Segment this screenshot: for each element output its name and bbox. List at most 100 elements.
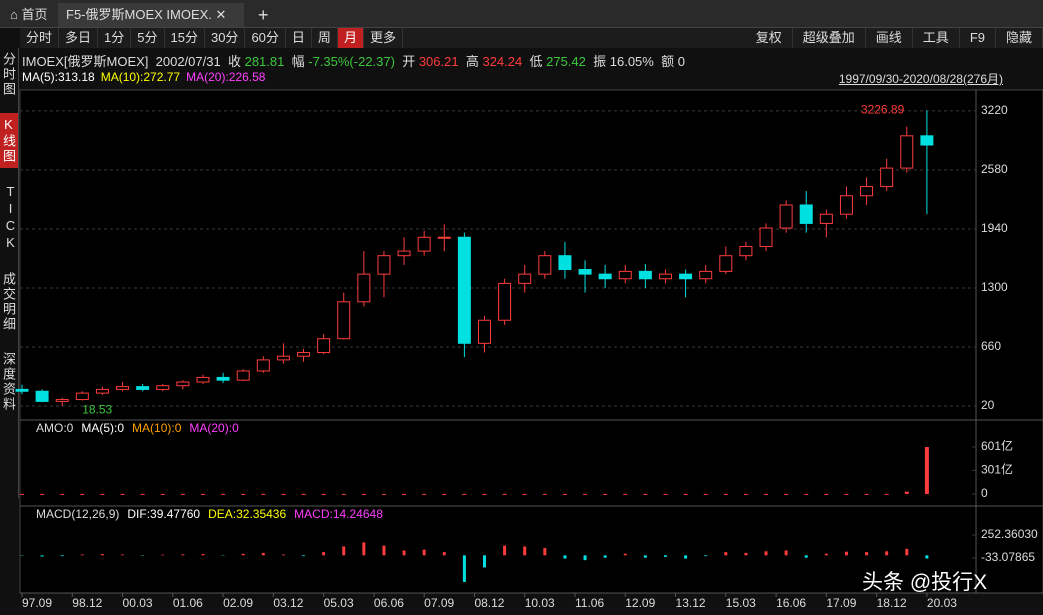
volume-bar [20,494,24,495]
volume-bar [684,494,688,495]
macd-bar [342,546,345,555]
volume-bar [141,494,145,495]
x-tick-label: 16.06 [776,596,806,610]
candle-body [137,387,149,390]
legend-item: MACD:14.24648 [294,507,383,521]
candle-body [619,271,631,278]
candle-body [559,256,571,270]
volume-bar [824,494,828,495]
volume-bar [442,494,446,495]
y-tick-label: 2580 [981,162,1008,176]
macd-bar [805,555,808,557]
macd-bar [905,549,908,555]
macd-bar [41,555,44,556]
macd-bar [282,555,285,556]
candle-body [117,387,129,390]
volume-bar [60,494,64,495]
macd-bar [403,550,406,555]
volume-bar [704,494,708,495]
macd-bar [724,552,727,555]
macd-bar [785,550,788,555]
y-tick-label: 20 [981,398,995,412]
macd-bar [423,550,426,556]
candle-body [740,246,752,255]
volume-bar [925,447,929,494]
candle-body [96,389,108,393]
x-tick-label: 18.12 [877,596,907,610]
candle-body [921,136,933,145]
candle-body [438,237,450,238]
volume-bar [181,494,185,495]
macd-bar [382,546,385,556]
macd-bar [81,555,84,556]
macd-bar [624,554,627,556]
candle-body [237,371,249,380]
candle-body [157,386,169,390]
macd-bar [845,552,848,556]
volume-bar [241,494,245,495]
candle-body [680,274,692,279]
candle-body [639,271,651,278]
volume-bar [281,494,285,495]
candle-body [458,237,470,343]
macd-bar [443,552,446,555]
volume-bar [221,494,225,495]
candle-body [499,283,511,320]
panel-title: MACD(12,26,9) [36,507,119,521]
volume-bar [744,494,748,495]
candle-body [881,168,893,186]
macd-bar [61,555,64,556]
volume-bar [885,494,889,495]
candle-body [840,196,852,214]
macd-bar [262,553,265,555]
x-tick-label: 12.09 [625,596,655,610]
macd-bar [584,555,587,560]
legend-item: MA(10):0 [132,421,182,435]
macd-bar [101,554,104,555]
volume-bar [402,494,406,495]
candle-body [358,274,370,302]
macd-bar [825,554,828,556]
legend-item: MA(20):0 [189,421,239,435]
candle-body [418,237,430,251]
candle-body [659,274,671,279]
volume-bar [603,494,607,495]
macd-bar [543,548,546,555]
macd-bar [604,555,607,557]
macd-bar [684,555,687,558]
volume-bar [201,494,205,495]
volume-bar [563,494,567,495]
y-tick-label: -33.07865 [981,550,1035,564]
x-tick-label: 00.03 [123,596,153,610]
panel-title: AMO:0 [36,421,74,435]
volume-bar [261,494,265,495]
candle-body [800,205,812,223]
candle-body [197,377,209,382]
candle-body [579,270,591,275]
volume-bar [905,492,909,494]
volume-bar [382,494,386,495]
candle-body [479,320,491,343]
y-tick-label: 252.36030 [981,527,1038,541]
candle-body [780,205,792,228]
macd-bar [242,554,245,555]
volume-bar [80,494,84,495]
x-tick-label: 11.06 [575,596,604,610]
y-tick-label: 1300 [981,280,1008,294]
macd-bar [765,551,768,555]
macd-bar [483,555,486,567]
macd-bar [181,554,184,555]
volume-bar [322,494,326,495]
macd-bar [925,555,928,558]
macd-bar [704,555,707,556]
candle-body [861,187,873,196]
annotation: 3226.89 [861,102,905,116]
volume-bar [302,494,306,495]
volume-bar [121,494,125,495]
volume-bar [483,494,487,495]
watermark: 头条 @投行X [862,566,987,596]
candle-body [599,274,611,279]
x-tick-label: 97.09 [22,596,52,610]
y-tick-label: 301亿 [981,462,1013,477]
legend-item: DEA:32.35436 [208,507,286,521]
